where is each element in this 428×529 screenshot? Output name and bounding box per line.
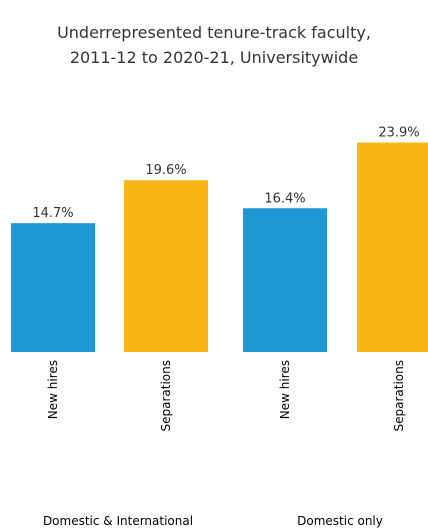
bar-domestic-only-new-hires — [243, 208, 327, 352]
tick-label-domestic-only-new-hires: New hires — [278, 360, 292, 419]
bar-domestic-international-new-hires — [11, 223, 95, 352]
bar-domestic-international-separations — [124, 180, 208, 352]
group-label-domestic-only: Domestic only — [297, 514, 383, 528]
chart-title-line-1: Underrepresented tenure-track faculty, — [57, 23, 371, 42]
value-label-domestic-only-new-hires: 16.4% — [264, 191, 305, 206]
group-label-domestic-international: Domestic & International — [43, 514, 193, 528]
value-label-domestic-only-separations: 23.9% — [378, 126, 419, 141]
bar-domestic-only-separations — [357, 142, 428, 352]
tick-label-domestic-international-separations: Separations — [159, 360, 173, 432]
value-label-domestic-international-separations: 19.6% — [145, 163, 186, 178]
tick-label-domestic-only-separations: Separations — [392, 360, 406, 432]
chart-title-line-2: 2011-12 to 2020-21, Universitywide — [69, 48, 359, 67]
chart-title: Underrepresented tenure-track faculty, 2… — [0, 20, 428, 70]
value-label-domestic-international-new-hires: 14.7% — [32, 206, 73, 221]
tick-label-domestic-international-new-hires: New hires — [46, 360, 60, 419]
